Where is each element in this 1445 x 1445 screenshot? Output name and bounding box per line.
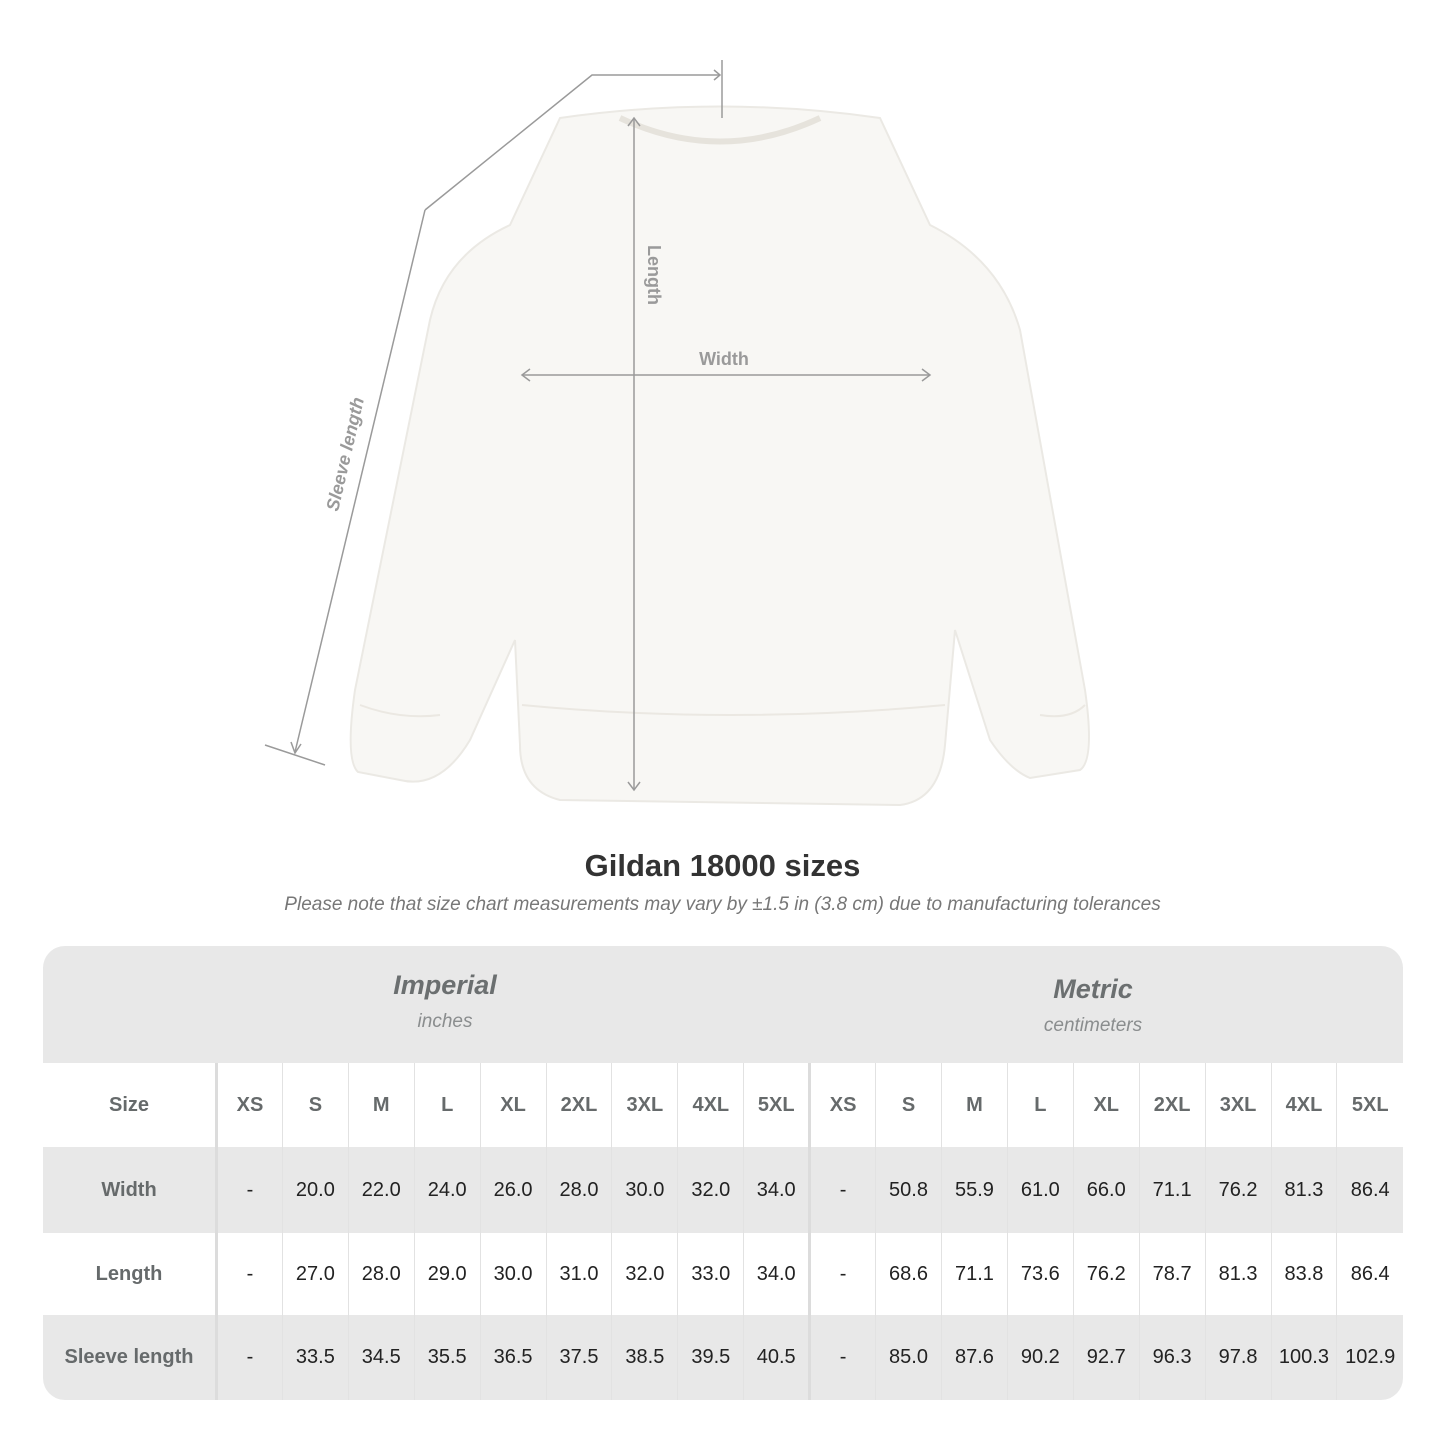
metric-cell: - xyxy=(808,1233,876,1315)
tolerance-note: Please note that size chart measurements… xyxy=(284,894,1161,915)
sleeve-length-label: Sleeve length xyxy=(322,395,368,513)
metric-header: Metric centimeters xyxy=(868,974,1318,1037)
metric-cell: 86.4 xyxy=(1336,1147,1403,1233)
imperial-cell: 31.0 xyxy=(545,1233,612,1315)
width-label: Width xyxy=(699,349,749,369)
metric-size-header: 5XL xyxy=(1336,1063,1403,1147)
imperial-size-header: 5XL xyxy=(743,1063,810,1147)
imperial-cell: 32.0 xyxy=(677,1147,744,1233)
imperial-unit: inches xyxy=(417,1011,473,1032)
metric-size-header: 4XL xyxy=(1270,1063,1337,1147)
imperial-cell: 39.5 xyxy=(677,1315,744,1400)
sweatshirt-image xyxy=(349,105,1090,807)
metric-cell: 81.3 xyxy=(1270,1147,1337,1233)
imperial-cell: 24.0 xyxy=(413,1147,481,1233)
imperial-cell: 38.5 xyxy=(611,1315,678,1400)
metric-size-header: L xyxy=(1006,1063,1074,1147)
imperial-cell: 37.5 xyxy=(545,1315,612,1400)
sweatshirt-illustration: Length Width Sleeve length xyxy=(264,60,1090,807)
metric-cell: 76.2 xyxy=(1204,1147,1271,1233)
imperial-cell: 22.0 xyxy=(347,1147,415,1233)
imperial-cell: 34.0 xyxy=(743,1233,810,1315)
imperial-size-header: L xyxy=(413,1063,481,1147)
metric-cell: 96.3 xyxy=(1138,1315,1206,1400)
size-table: Size XS S M L XL 2XL 3XL 4XL 5XL XS S M L XL 2XL 3XL 4XL 5… xyxy=(43,1063,1403,1400)
metric-cell: 86.4 xyxy=(1336,1233,1403,1315)
row-label: Width xyxy=(43,1147,218,1233)
metric-cell: 87.6 xyxy=(940,1315,1008,1400)
imperial-size-header: 2XL xyxy=(545,1063,612,1147)
metric-cell: 97.8 xyxy=(1204,1315,1271,1400)
metric-cell: 76.2 xyxy=(1072,1233,1140,1315)
metric-cell: 78.7 xyxy=(1138,1233,1206,1315)
imperial-cell: 26.0 xyxy=(479,1147,547,1233)
metric-cell: 71.1 xyxy=(940,1233,1008,1315)
metric-cell: 68.6 xyxy=(875,1233,942,1315)
metric-cell: 83.8 xyxy=(1270,1233,1337,1315)
imperial-cell: 29.0 xyxy=(413,1233,481,1315)
size-header: Size xyxy=(43,1063,218,1147)
table-row: Sleeve length -33.5 34.5 35.5 36.5 37.5 38.5 39… xyxy=(43,1315,1403,1400)
metric-cell: 61.0 xyxy=(1006,1147,1074,1233)
metric-cell: 73.6 xyxy=(1006,1233,1074,1315)
table-header-row: Size XS S M L XL 2XL 3XL 4XL 5XL XS S M L XL 2XL 3XL 4XL 5… xyxy=(43,1063,1403,1147)
metric-heading: Metric xyxy=(1053,974,1133,1004)
metric-cell: 71.1 xyxy=(1138,1147,1206,1233)
metric-cell: 81.3 xyxy=(1204,1233,1271,1315)
metric-cell: 102.9 xyxy=(1336,1315,1403,1400)
imperial-size-header: M xyxy=(347,1063,415,1147)
imperial-cell: 40.5 xyxy=(743,1315,810,1400)
imperial-size-header: S xyxy=(281,1063,349,1147)
imperial-header: Imperial inches xyxy=(215,970,675,1033)
imperial-cell: 28.0 xyxy=(347,1233,415,1315)
metric-cell: 90.2 xyxy=(1006,1315,1074,1400)
imperial-size-header: XS xyxy=(216,1063,283,1147)
metric-cell: 66.0 xyxy=(1072,1147,1140,1233)
metric-size-header: S xyxy=(875,1063,942,1147)
measurement-lines xyxy=(264,60,932,792)
page-title: Gildan 18000 sizes xyxy=(584,848,861,883)
metric-size-header: M xyxy=(940,1063,1008,1147)
unit-header-band xyxy=(43,946,1403,1063)
imperial-size-header: XL xyxy=(479,1063,547,1147)
imperial-cell: 34.0 xyxy=(743,1147,810,1233)
length-label: Length xyxy=(644,245,664,305)
row-label: Sleeve length xyxy=(43,1315,218,1400)
size-table-card: Imperial inches Metric centimeters Size X… xyxy=(43,946,1403,1400)
metric-size-header: XL xyxy=(1072,1063,1140,1147)
imperial-heading: Imperial xyxy=(393,970,497,1000)
metric-cell: - xyxy=(808,1315,876,1400)
imperial-cell: 36.5 xyxy=(479,1315,547,1400)
imperial-size-header: 4XL xyxy=(677,1063,744,1147)
imperial-cell: 30.0 xyxy=(611,1147,678,1233)
metric-cell: 55.9 xyxy=(940,1147,1008,1233)
metric-cell: 92.7 xyxy=(1072,1315,1140,1400)
metric-unit: centimeters xyxy=(1043,1015,1143,1036)
table-row: Width -20.0 22.0 24.0 26.0 28.0 30.0 32.0 34.0-5… xyxy=(43,1147,1403,1233)
metric-cell: 100.3 xyxy=(1270,1315,1337,1400)
imperial-cell: 27.0 xyxy=(281,1233,349,1315)
imperial-cell: - xyxy=(216,1315,283,1400)
metric-cell: 50.8 xyxy=(875,1147,942,1233)
metric-size-header: 2XL xyxy=(1138,1063,1206,1147)
imperial-cell: 30.0 xyxy=(479,1233,547,1315)
metric-size-header: 3XL xyxy=(1204,1063,1271,1147)
imperial-cell: - xyxy=(216,1147,283,1233)
imperial-cell: 35.5 xyxy=(413,1315,481,1400)
imperial-size-header: 3XL xyxy=(611,1063,678,1147)
metric-cell: 85.0 xyxy=(875,1315,942,1400)
metric-cell: - xyxy=(808,1147,876,1233)
imperial-cell: 33.5 xyxy=(281,1315,349,1400)
row-label: Length xyxy=(43,1233,218,1315)
imperial-cell: 32.0 xyxy=(611,1233,678,1315)
imperial-cell: - xyxy=(216,1233,283,1315)
imperial-cell: 28.0 xyxy=(545,1147,612,1233)
imperial-cell: 33.0 xyxy=(677,1233,744,1315)
imperial-cell: 34.5 xyxy=(347,1315,415,1400)
table-row: Length -27.0 28.0 29.0 30.0 31.0 32.0 33.0 34.0-… xyxy=(43,1233,1403,1315)
metric-size-header: XS xyxy=(808,1063,876,1147)
imperial-cell: 20.0 xyxy=(281,1147,349,1233)
